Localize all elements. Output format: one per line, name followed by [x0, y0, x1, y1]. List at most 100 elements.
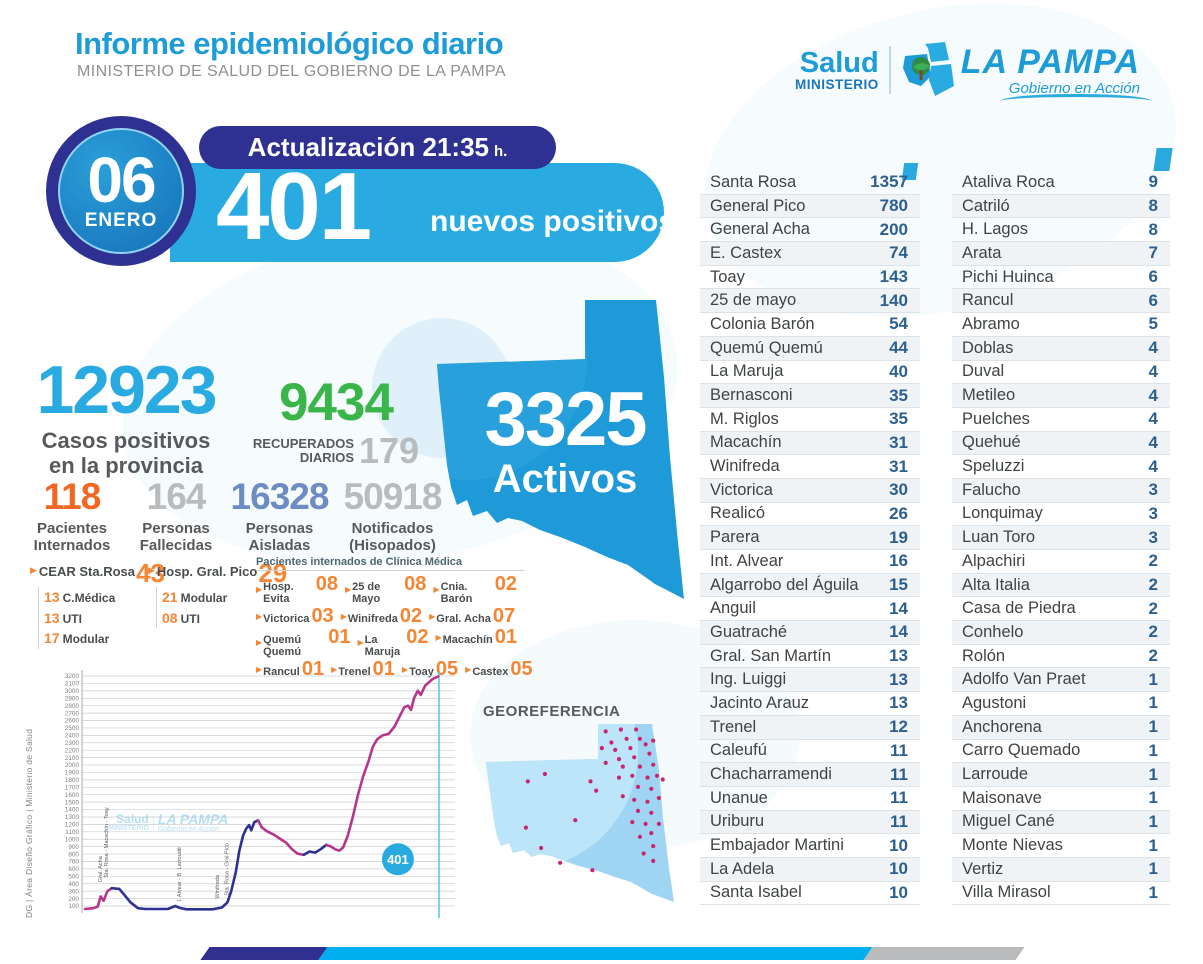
arrow-icon: ▶: [433, 585, 440, 594]
case-location-dot: [616, 775, 622, 780]
clinica-item: ▶ Toay 05: [402, 659, 458, 679]
y-tick-label: 400: [68, 881, 79, 888]
stat-label: Pacientes Internados: [22, 520, 122, 555]
city-count: 2: [1148, 551, 1158, 571]
table-row: Algarrobo del Águila 15: [700, 573, 920, 598]
city-name: E. Castex: [710, 243, 782, 262]
city-name: Miguel Cané: [962, 812, 1055, 831]
city-name: Trenel: [710, 717, 757, 736]
hospital-detail-row: 17 Modular: [44, 628, 165, 648]
footer-stripe-cyan: [318, 947, 873, 960]
label-line: RECUPERADOS: [252, 435, 355, 451]
city-name: Falucho: [962, 480, 1021, 499]
clinica-row: ▶ Hosp. Evita 08 ▶ 25 de Mayo 08 ▶ Cnia. Barón 0…: [256, 574, 524, 605]
clinica-name: Trenel: [338, 666, 371, 678]
clinica-count: 08: [315, 573, 338, 595]
arrow-icon: ▶: [148, 565, 155, 575]
table-row: Anchorena 1: [952, 715, 1170, 740]
city-name: Arata: [962, 243, 1002, 262]
actives-counter: 3325 Activos: [455, 382, 675, 501]
clinica-name: 25 de Mayo: [352, 581, 381, 605]
city-count: 8: [1148, 219, 1158, 239]
table-row: 25 de mayo 140: [700, 289, 920, 314]
y-tick-label: 1700: [65, 784, 80, 791]
table-row: H. Lagos 8: [952, 218, 1170, 243]
salud-wordmark: Salud: [799, 46, 879, 79]
city-count: 1: [1148, 740, 1158, 760]
y-tick-label: 2300: [65, 740, 80, 747]
city-count: 3: [1148, 527, 1158, 547]
table-row: Victorica 30: [700, 478, 920, 503]
city-count: 1: [1148, 693, 1158, 713]
case-location-dot: [635, 784, 641, 789]
table-row: Anguil 14: [700, 597, 920, 622]
update-time-pill: Actualización 21:35 h.: [199, 126, 556, 169]
table-row: Chacharramendi 11: [700, 763, 920, 787]
city-name: H. Lagos: [962, 220, 1029, 239]
city-count: 1: [1148, 882, 1158, 902]
clinica-item: ▶ La Maruja 02: [358, 627, 429, 658]
clinica-item: ▶ Gral. Acha 07: [429, 606, 515, 626]
clinica-medica-title: Pacientes internados de Clínica Médica: [256, 556, 524, 571]
city-count: 12: [889, 717, 908, 737]
city-count: 1: [1148, 764, 1158, 784]
y-tick-label: 2500: [65, 725, 80, 732]
table-row: La Adela 10: [700, 857, 920, 882]
label-line: en la provincia: [48, 453, 204, 479]
case-location-dot: [573, 818, 578, 823]
clinica-name: Winifreda: [347, 613, 398, 625]
city-name: Guatraché: [710, 622, 788, 641]
city-count: 11: [890, 788, 908, 808]
chart-annotation: Winifreda: [215, 874, 221, 899]
clinica-count: 02: [399, 605, 423, 627]
government-logo: Salud MINISTERIO LA PAMPA Gobierno en Ac…: [770, 34, 1151, 106]
city-count: 4: [1148, 456, 1158, 476]
table-row: Luan Toro 3: [952, 526, 1170, 550]
table-row: Guatraché 14: [700, 621, 920, 645]
city-count: 13: [889, 669, 908, 689]
city-count: 13: [889, 646, 908, 666]
clinica-count: 05: [510, 658, 533, 680]
table-row: Adolfo Van Praet 1: [952, 668, 1170, 693]
y-tick-label: 500: [68, 874, 79, 881]
hospital-group-gral-pico: ▶ Hosp. Gral. Pico 29 21 Modular 08 UTI: [148, 560, 287, 629]
city-table-right: Ataliva Roca 9 Catriló 8 H. Lagos 8 Arata 7 Pich…: [952, 171, 1170, 906]
clinica-item: ▶ Cnia. Barón 02: [433, 574, 517, 605]
la-pampa-logo: LA PAMPA Gobierno en Acción: [960, 42, 1151, 97]
y-tick-label: 1000: [65, 836, 80, 843]
case-location-dot: [599, 746, 604, 751]
table-row: Rolón 2: [952, 645, 1170, 669]
city-count: 3: [1148, 480, 1158, 500]
la-pampa-wordmark: LA PAMPA: [960, 42, 1140, 81]
city-name: Colonia Barón: [710, 314, 815, 333]
label-line: Pacientes: [36, 520, 108, 537]
clinica-item: ▶ Macachín 01: [435, 627, 517, 647]
latest-value-badge: [381, 843, 414, 876]
table-row: Abramo 5: [952, 313, 1170, 337]
table-row: Doblas 4: [952, 336, 1170, 361]
city-count: 11: [890, 764, 908, 784]
city-name: Gral. San Martín: [710, 646, 832, 665]
city-count: 2: [1148, 622, 1158, 642]
city-count: 31: [889, 456, 908, 476]
case-location-dot: [632, 755, 637, 760]
clinica-name: Quemú Quemú: [263, 634, 302, 658]
table-row: Ing. Luiggi 13: [700, 668, 920, 693]
cases-line-navy: [302, 843, 328, 857]
city-name: Pichi Huinca: [962, 267, 1054, 286]
stat-hospitalized: 118 Pacientes Internados: [22, 478, 122, 555]
clinica-count: 01: [328, 626, 351, 648]
table-row: Duval 4: [952, 361, 1170, 385]
stat-deceased: 164 Personas Fallecidas: [126, 478, 226, 555]
city-count: 1: [1148, 811, 1158, 831]
city-name: Alta Italia: [962, 575, 1030, 594]
case-location-dot: [649, 831, 654, 836]
city-name: Quemú Quemú: [710, 338, 823, 357]
table-row: Arata 7: [952, 242, 1170, 266]
city-count: 4: [1148, 361, 1158, 381]
detail-label: Modular: [180, 591, 228, 606]
city-count: 14: [889, 622, 908, 642]
clinica-name: La Maruja: [364, 634, 401, 658]
y-tick-label: 800: [68, 851, 79, 858]
clinica-item: ▶ 25 de Mayo 08: [345, 574, 426, 605]
